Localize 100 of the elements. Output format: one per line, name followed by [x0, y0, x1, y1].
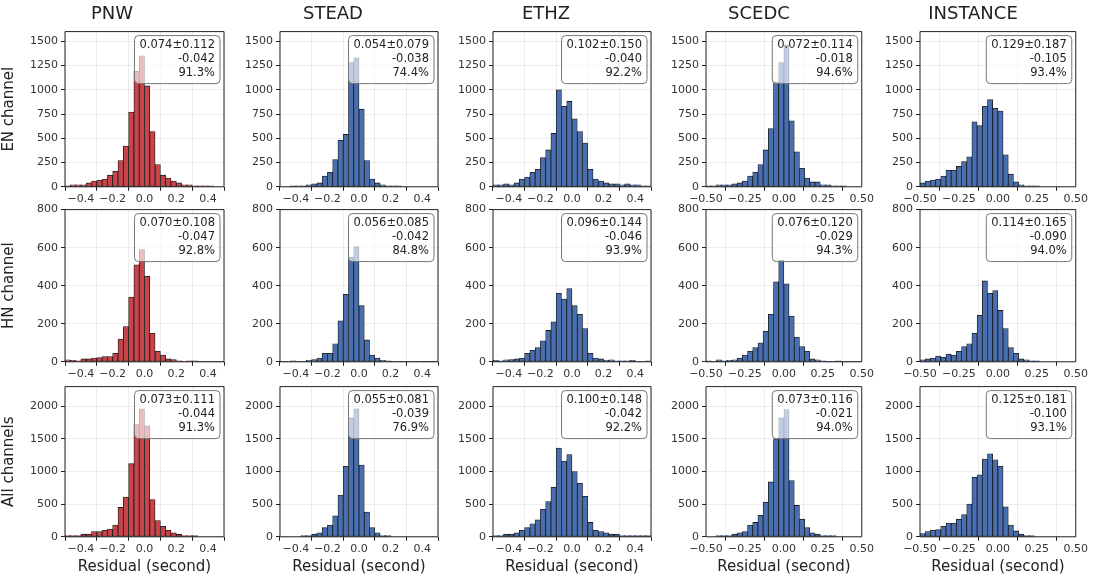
y-tick-label: 1500: [885, 34, 913, 48]
chart-title: STEAD: [303, 2, 363, 24]
y-tick-label: 1500: [30, 34, 58, 48]
x-tick-label: 0.2: [381, 542, 400, 556]
y-tick-label: 750: [892, 106, 913, 120]
y-tick-label: 2000: [30, 399, 58, 413]
y-tick-label: 0: [266, 179, 273, 193]
x-tick-label: 0.2: [381, 367, 400, 381]
x-tick-label: −0.4: [282, 192, 310, 206]
annotation: 0.076±0.120: [777, 215, 853, 230]
x-tick-label: −0.4: [495, 192, 523, 206]
annotation: -0.046: [604, 229, 642, 244]
x-tick-label: 0.50: [1063, 542, 1088, 556]
x-tick-label: −0.2: [527, 542, 554, 556]
x-tick-label: 0.0: [350, 367, 368, 381]
y-tick-label: 1000: [458, 82, 486, 96]
x-tick-label: −0.2: [314, 192, 341, 206]
annotation: -0.042: [604, 406, 642, 421]
y-tick-label: 1250: [671, 58, 699, 72]
x-tick-label: −0.2: [99, 542, 127, 556]
annotation: 0.073±0.111: [139, 392, 215, 407]
y-tick-label: 1000: [245, 464, 273, 478]
y-tick-label: 0: [906, 354, 913, 368]
annotation: -0.038: [391, 51, 429, 66]
x-tick-label: −0.4: [282, 542, 310, 556]
y-tick-label: 500: [465, 497, 486, 511]
annotation: 93.9%: [605, 243, 643, 258]
y-tick-label: 250: [465, 155, 486, 169]
annotation: -0.105: [1029, 51, 1067, 66]
y-tick-label: 1500: [30, 431, 58, 445]
x-tick-label: −0.50: [903, 542, 937, 556]
x-axis-title: Residual (second): [931, 556, 1065, 575]
y-tick-label: 1000: [30, 82, 58, 96]
y-tick-label: 0: [51, 179, 58, 193]
x-tick-label: 0.0: [563, 542, 581, 556]
y-tick-label: 750: [252, 106, 273, 120]
x-tick-label: −0.4: [495, 542, 523, 556]
y-tick-label: 400: [892, 278, 913, 292]
annotation: 94.0%: [1030, 243, 1067, 258]
annotation: 76.9%: [392, 420, 430, 435]
annotation: -0.044: [177, 406, 215, 421]
annotation: 74.4%: [392, 65, 430, 80]
x-tick-label: 0.4: [413, 367, 431, 381]
y-tick-label: 600: [37, 240, 58, 254]
y-tick-label: 1250: [245, 58, 273, 72]
y-tick-label: 1250: [30, 58, 58, 72]
x-tick-label: 0.4: [199, 192, 217, 206]
y-tick-label: 200: [678, 316, 699, 330]
annotation: 0.102±0.150: [566, 37, 642, 52]
x-tick-label: −0.4: [67, 542, 95, 556]
annotation: -0.021: [815, 406, 853, 421]
x-tick-label: −0.50: [689, 367, 723, 381]
x-tick-label: −0.25: [728, 367, 762, 381]
annotation: 92.2%: [605, 65, 643, 80]
y-tick-label: 0: [479, 354, 486, 368]
annotation: 0.054±0.079: [353, 37, 429, 52]
x-axis-title: Residual (second): [77, 556, 212, 575]
x-tick-label: 0.50: [1063, 192, 1088, 206]
y-tick-label: 250: [678, 155, 699, 169]
x-tick-label: 0.25: [1024, 192, 1050, 206]
x-tick-label: −0.25: [942, 542, 976, 556]
x-tick-label: −0.4: [67, 192, 95, 206]
x-tick-label: 0.00: [771, 542, 797, 556]
y-tick-label: 0: [906, 529, 913, 543]
annotation: -0.100: [1029, 406, 1067, 421]
x-tick-label: 0.00: [985, 367, 1011, 381]
chart-title: PNW: [90, 2, 134, 24]
x-tick-label: 0.50: [849, 542, 874, 556]
y-axis-title: All channels: [0, 416, 17, 507]
y-tick-label: 400: [252, 278, 273, 292]
annotation: -0.047: [177, 229, 215, 244]
x-tick-label: 0.25: [1024, 542, 1050, 556]
x-tick-label: 0.4: [413, 542, 431, 556]
y-tick-label: 800: [465, 202, 486, 216]
y-tick-label: 0: [479, 179, 486, 193]
annotation: 0.074±0.112: [139, 37, 215, 52]
annotation: 0.125±0.181: [991, 392, 1067, 407]
annotation: 94.3%: [816, 243, 853, 258]
y-tick-label: 500: [37, 497, 58, 511]
annotation: 0.100±0.148: [566, 392, 642, 407]
y-tick-label: 1500: [245, 431, 273, 445]
x-tick-label: 0.00: [771, 192, 797, 206]
y-axis-title: EN channel: [0, 66, 17, 152]
x-tick-label: 0.0: [135, 192, 154, 206]
y-tick-label: 200: [37, 316, 58, 330]
x-tick-label: 0.4: [626, 192, 644, 206]
y-tick-label: 1000: [30, 464, 58, 478]
y-tick-label: 500: [678, 497, 699, 511]
y-tick-label: 500: [252, 497, 273, 511]
x-tick-label: 0.25: [1024, 367, 1050, 381]
annotation: -0.018: [815, 51, 853, 66]
y-tick-label: 1500: [458, 34, 486, 48]
y-tick-label: 0: [266, 354, 273, 368]
y-tick-label: 0: [692, 354, 699, 368]
y-tick-label: 400: [465, 278, 486, 292]
y-tick-label: 2000: [885, 399, 913, 413]
annotation: 0.096±0.144: [566, 215, 642, 230]
x-tick-label: 0.0: [135, 542, 154, 556]
x-tick-label: −0.2: [99, 192, 127, 206]
y-tick-label: 1500: [671, 34, 699, 48]
